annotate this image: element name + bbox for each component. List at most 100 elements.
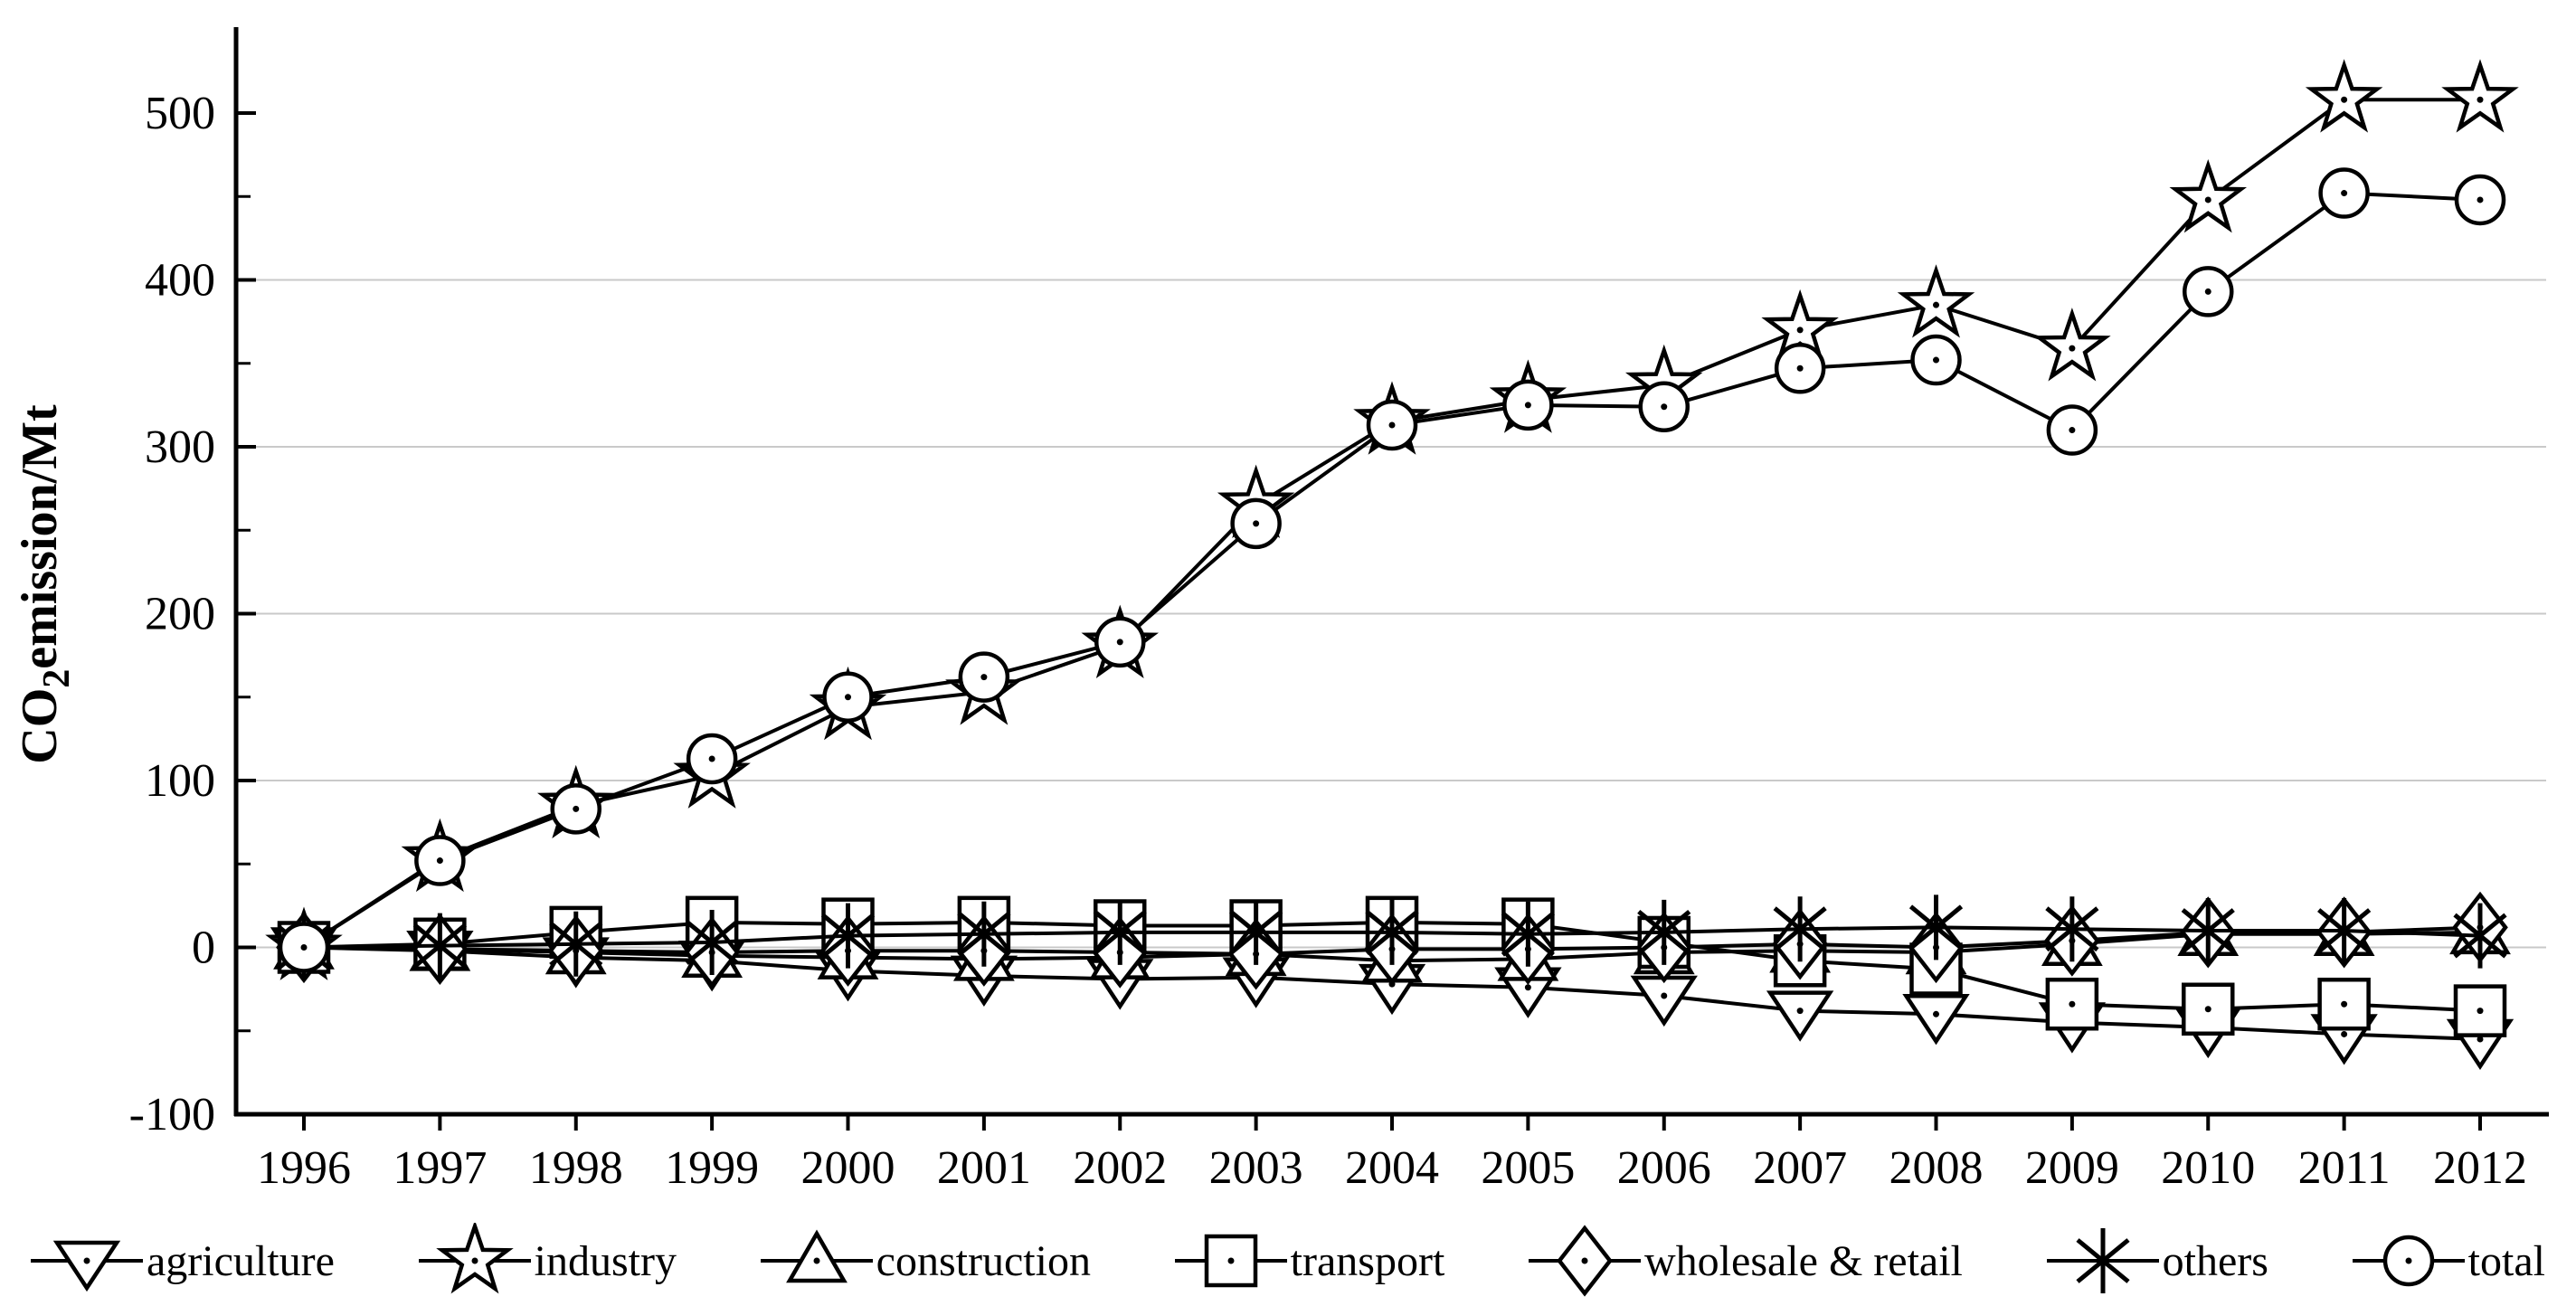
star-icon xyxy=(418,1223,531,1294)
series-industry xyxy=(265,59,2519,980)
x-tick-label: 1997 xyxy=(393,1142,487,1194)
gridlines xyxy=(238,279,2546,949)
asterisk-icon xyxy=(685,909,739,975)
triangle-up-glyph xyxy=(785,1229,848,1283)
x-tick-label: 2008 xyxy=(1889,1142,1984,1194)
y-axis-title: CO2emission/Mt xyxy=(12,404,78,764)
x-tick-label: 2003 xyxy=(1209,1142,1303,1194)
triangle-down-icon xyxy=(31,1240,143,1292)
circle-icon xyxy=(1910,334,1962,386)
square-icon xyxy=(2453,984,2507,1037)
circle-icon xyxy=(1774,343,1826,394)
x-tick-label: 1996 xyxy=(257,1142,351,1194)
asterisk-icon xyxy=(1637,899,1691,965)
legend-label: others xyxy=(2162,1236,2268,1285)
y-tick-label: 400 xyxy=(145,255,215,307)
legend-label: transport xyxy=(1290,1236,1445,1285)
series-others xyxy=(277,894,2507,980)
asterisk-icon xyxy=(2045,896,2099,962)
x-tick-label: 2000 xyxy=(801,1142,895,1194)
legend-label: industry xyxy=(534,1236,677,1285)
legend: agriculture industry construction transport… xyxy=(0,1219,2576,1302)
x-tick-label: 2002 xyxy=(1073,1142,1167,1194)
x-tick-label: 2001 xyxy=(937,1142,1031,1194)
asterisk-icon xyxy=(1229,899,1283,965)
y-tick-label: 0 xyxy=(192,923,215,974)
asterisk-icon xyxy=(2317,898,2372,964)
legend-item-wholesale-retail: wholesale & retail xyxy=(1529,1223,1963,1299)
circle-icon xyxy=(958,651,1010,703)
x-axis-ticks: 1996 1997 1998 1999 2000 2001 2002 2003 2004 2005… xyxy=(257,1114,2527,1194)
asterisk-icon xyxy=(549,911,603,977)
legend-item-agriculture: agriculture xyxy=(31,1223,335,1299)
x-tick-label: 1998 xyxy=(529,1142,623,1194)
diamond-icon xyxy=(1529,1225,1642,1297)
y-tick-label: -100 xyxy=(129,1089,215,1140)
legend-item-construction: construction xyxy=(760,1223,1091,1299)
x-tick-label: 2006 xyxy=(1617,1142,1711,1194)
asterisk-icon xyxy=(1365,899,1419,965)
star-icon xyxy=(2441,59,2519,133)
circle-icon xyxy=(1638,381,1690,432)
triangle-up-icon xyxy=(760,1229,873,1283)
y-tick-label: 200 xyxy=(145,589,215,640)
y-tick-label: 300 xyxy=(145,421,215,473)
asterisk-icon xyxy=(1773,896,1827,962)
legend-label: construction xyxy=(876,1236,1091,1285)
triangle-down-glyph xyxy=(52,1240,121,1292)
circle-icon xyxy=(550,783,601,835)
legend-label: agriculture xyxy=(147,1236,335,1285)
asterisk-icon xyxy=(957,901,1011,967)
asterisk-icon xyxy=(2181,898,2235,964)
asterisk-glyph xyxy=(2076,1228,2130,1293)
star-icon xyxy=(2169,158,2248,233)
series-line xyxy=(302,98,2480,950)
circle-icon xyxy=(1366,399,1418,451)
circle-icon xyxy=(1502,379,1554,431)
asterisk-icon xyxy=(820,903,876,969)
series-line xyxy=(302,191,2481,950)
asterisk-icon xyxy=(1908,894,1964,961)
circle-icon xyxy=(2454,174,2506,226)
circle-icon xyxy=(822,671,874,723)
y-tick-label: 500 xyxy=(145,88,215,139)
square-icon xyxy=(1174,1234,1287,1288)
square-icon xyxy=(2317,977,2371,1031)
x-tick-label: 2011 xyxy=(2298,1142,2391,1194)
circle-icon xyxy=(2352,1235,2465,1287)
circle-icon xyxy=(1230,497,1282,550)
series-total xyxy=(278,167,2506,973)
x-tick-label: 2005 xyxy=(1481,1142,1575,1194)
square-icon xyxy=(2045,977,2099,1031)
asterisk-icon xyxy=(1093,899,1147,965)
star-icon xyxy=(1897,264,1975,338)
circle-icon xyxy=(2183,266,2234,317)
legend-item-total: total xyxy=(2352,1223,2545,1299)
diamond-glyph xyxy=(1557,1225,1613,1297)
circle-glyph xyxy=(2382,1235,2434,1287)
circle-icon xyxy=(278,922,330,973)
square-icon xyxy=(2182,982,2235,1036)
circle-icon xyxy=(686,733,738,785)
x-tick-label: 2010 xyxy=(2161,1142,2255,1194)
star-icon xyxy=(2033,308,2111,382)
plot-area: -100 0 100 200 300 400 500 1996 1997 1998 1999 2000… xyxy=(12,27,2549,1194)
y-axis-ticks: -100 0 100 200 300 400 500 xyxy=(129,88,256,1140)
legend-item-transport: transport xyxy=(1174,1223,1445,1299)
legend-item-others: others xyxy=(2046,1223,2268,1299)
legend-item-industry: industry xyxy=(418,1223,677,1299)
triangle-down-icon xyxy=(1766,990,1834,1042)
star-icon xyxy=(2305,59,2383,133)
asterisk-icon xyxy=(2453,903,2507,969)
y-tick-label: 100 xyxy=(145,755,215,807)
x-tick-label: 1999 xyxy=(665,1142,759,1194)
x-tick-label: 2004 xyxy=(1345,1142,1439,1194)
asterisk-icon xyxy=(1501,901,1555,967)
x-tick-label: 2009 xyxy=(2025,1142,2119,1194)
legend-label: wholesale & retail xyxy=(1644,1236,1963,1285)
circle-icon xyxy=(414,835,466,886)
triangle-down-icon xyxy=(1902,994,1970,1046)
square-glyph xyxy=(1204,1234,1257,1288)
circle-icon xyxy=(1094,616,1146,668)
